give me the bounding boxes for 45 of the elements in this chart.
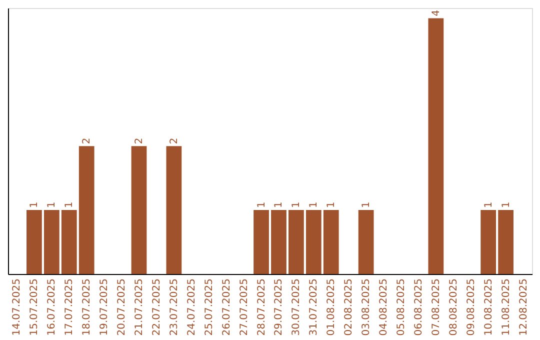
x-tick-label: 27.07.2025: [238, 278, 250, 336]
data-label: 1: [483, 202, 494, 208]
x-tick-label: 15.07.2025: [29, 278, 40, 336]
x-tick-label: 07.08.2025: [430, 278, 442, 336]
data-label: 1: [46, 202, 58, 208]
data-label: 1: [361, 202, 372, 208]
data-label: 1: [308, 202, 320, 208]
x-tick-label: 12.08.2025: [518, 278, 530, 336]
x-tick-label: 25.07.2025: [204, 278, 215, 336]
x-tick-label: 05.08.2025: [396, 278, 407, 336]
x-tick-label: 21.07.2025: [134, 278, 145, 336]
x-tick-label: 16.07.2025: [46, 278, 58, 336]
data-label: 1: [29, 202, 40, 208]
x-tick-label: 09.08.2025: [466, 278, 477, 336]
x-tick-label: 02.08.2025: [344, 278, 355, 336]
data-label: 2: [168, 138, 180, 144]
x-tick-label: 01.08.2025: [326, 278, 338, 336]
x-tick-label: 20.07.2025: [116, 278, 128, 336]
data-label: 1: [256, 202, 268, 208]
data-label: 1: [291, 202, 302, 208]
data-label: 1: [64, 202, 76, 208]
x-tick-label: 29.07.2025: [274, 278, 285, 336]
x-tick-label: 17.07.2025: [64, 278, 76, 336]
x-tick-label: 26.07.2025: [221, 278, 232, 336]
data-label: 1: [326, 202, 338, 208]
data-label: 2: [134, 138, 145, 144]
x-tick-label: 14.07.2025: [12, 278, 23, 336]
x-tick-label: 28.07.2025: [256, 278, 268, 336]
x-tick-label: 31.07.2025: [308, 278, 320, 336]
x-tick-label: 23.07.2025: [168, 278, 180, 336]
x-tick-label: 30.07.2025: [291, 278, 302, 336]
x-tick-label: 04.08.2025: [378, 278, 390, 336]
x-tick-label: 24.07.2025: [186, 278, 198, 336]
data-label: 2: [82, 138, 93, 144]
x-tick-label: 06.08.2025: [413, 278, 424, 336]
x-tick-label: 19.07.2025: [99, 278, 110, 336]
x-tick-label: 03.08.2025: [361, 278, 372, 336]
data-label: 1: [500, 202, 512, 208]
x-tick-label: 11.08.2025: [500, 278, 512, 336]
data-label: 1: [274, 202, 285, 208]
data-label: 4: [430, 10, 442, 16]
x-tick-label: 08.08.2025: [448, 278, 460, 336]
x-tick-label: 10.08.2025: [483, 278, 494, 336]
x-tick-label: 22.07.2025: [151, 278, 162, 336]
x-tick-label: 18.07.2025: [82, 278, 93, 336]
